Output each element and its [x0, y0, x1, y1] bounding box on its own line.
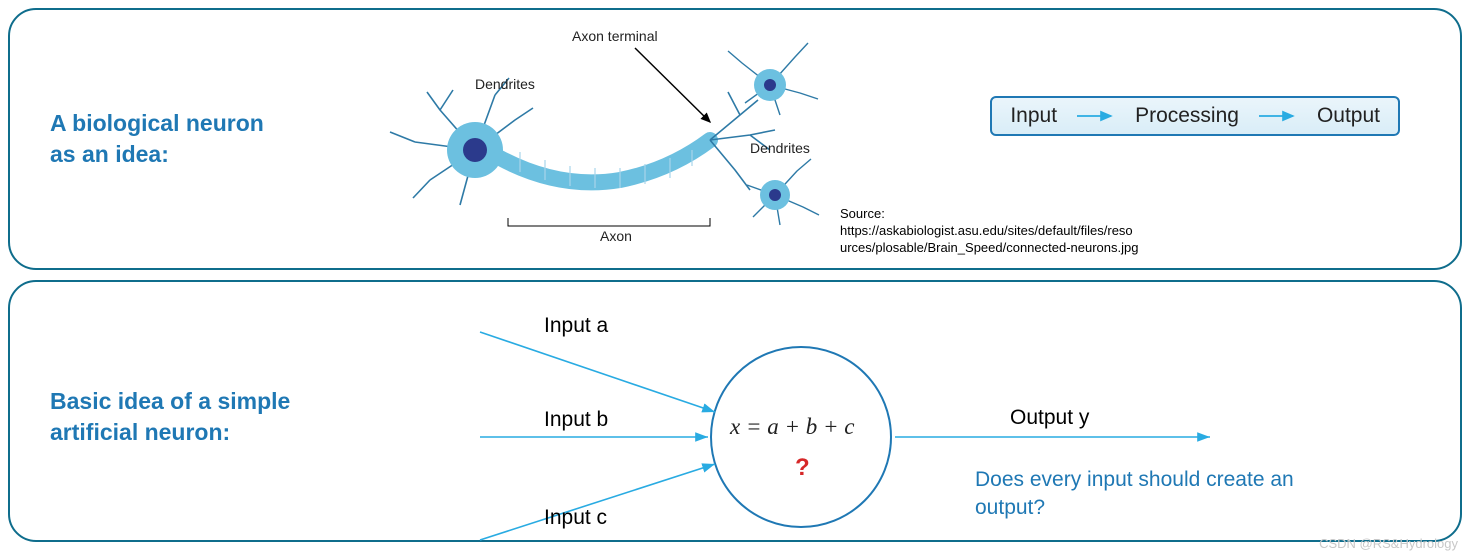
watermark: CSDN @RS&Hydrology: [1319, 536, 1458, 551]
panel2-title: Basic idea of a simple artificial neuron…: [50, 386, 290, 448]
input-b-label: Input b: [544, 408, 608, 432]
io-flow-box: Input Processing Output: [990, 96, 1400, 136]
input-c-label: Input c: [544, 506, 607, 530]
axon-terminal-label: Axon terminal: [572, 28, 658, 44]
output-y-label: Output y: [1010, 406, 1089, 430]
dendrites-label-left: Dendrites: [475, 76, 535, 92]
flow-output: Output: [1317, 104, 1380, 128]
arrow-right-icon: [1257, 107, 1299, 125]
panel1-title-line2: as an idea:: [50, 141, 169, 167]
panel1-title-line1: A biological neuron: [50, 110, 264, 136]
source-url2: urces/plosable/Brain_Speed/connected-neu…: [840, 240, 1138, 255]
question-mark: ?: [795, 454, 810, 482]
artificial-neuron-panel: Basic idea of a simple artificial neuron…: [8, 280, 1462, 542]
flow-processing: Processing: [1135, 104, 1239, 128]
question-text: Does every input should create an output…: [975, 466, 1365, 523]
biological-neuron-panel: A biological neuron as an idea:: [8, 8, 1462, 270]
flow-input: Input: [1010, 104, 1057, 128]
source-text: Source: https://askabiologist.asu.edu/si…: [840, 206, 1138, 257]
panel2-title-line1: Basic idea of a simple: [50, 388, 290, 414]
panel2-title-line2: artificial neuron:: [50, 419, 230, 445]
dendrites-label-right: Dendrites: [750, 140, 810, 156]
axon-label: Axon: [600, 228, 632, 244]
panel1-title: A biological neuron as an idea:: [50, 108, 264, 170]
neuron-formula: x = a + b + c: [730, 414, 854, 440]
source-label: Source:: [840, 206, 885, 221]
input-a-label: Input a: [544, 314, 608, 338]
arrow-right-icon: [1075, 107, 1117, 125]
source-url1: https://askabiologist.asu.edu/sites/defa…: [840, 223, 1133, 238]
